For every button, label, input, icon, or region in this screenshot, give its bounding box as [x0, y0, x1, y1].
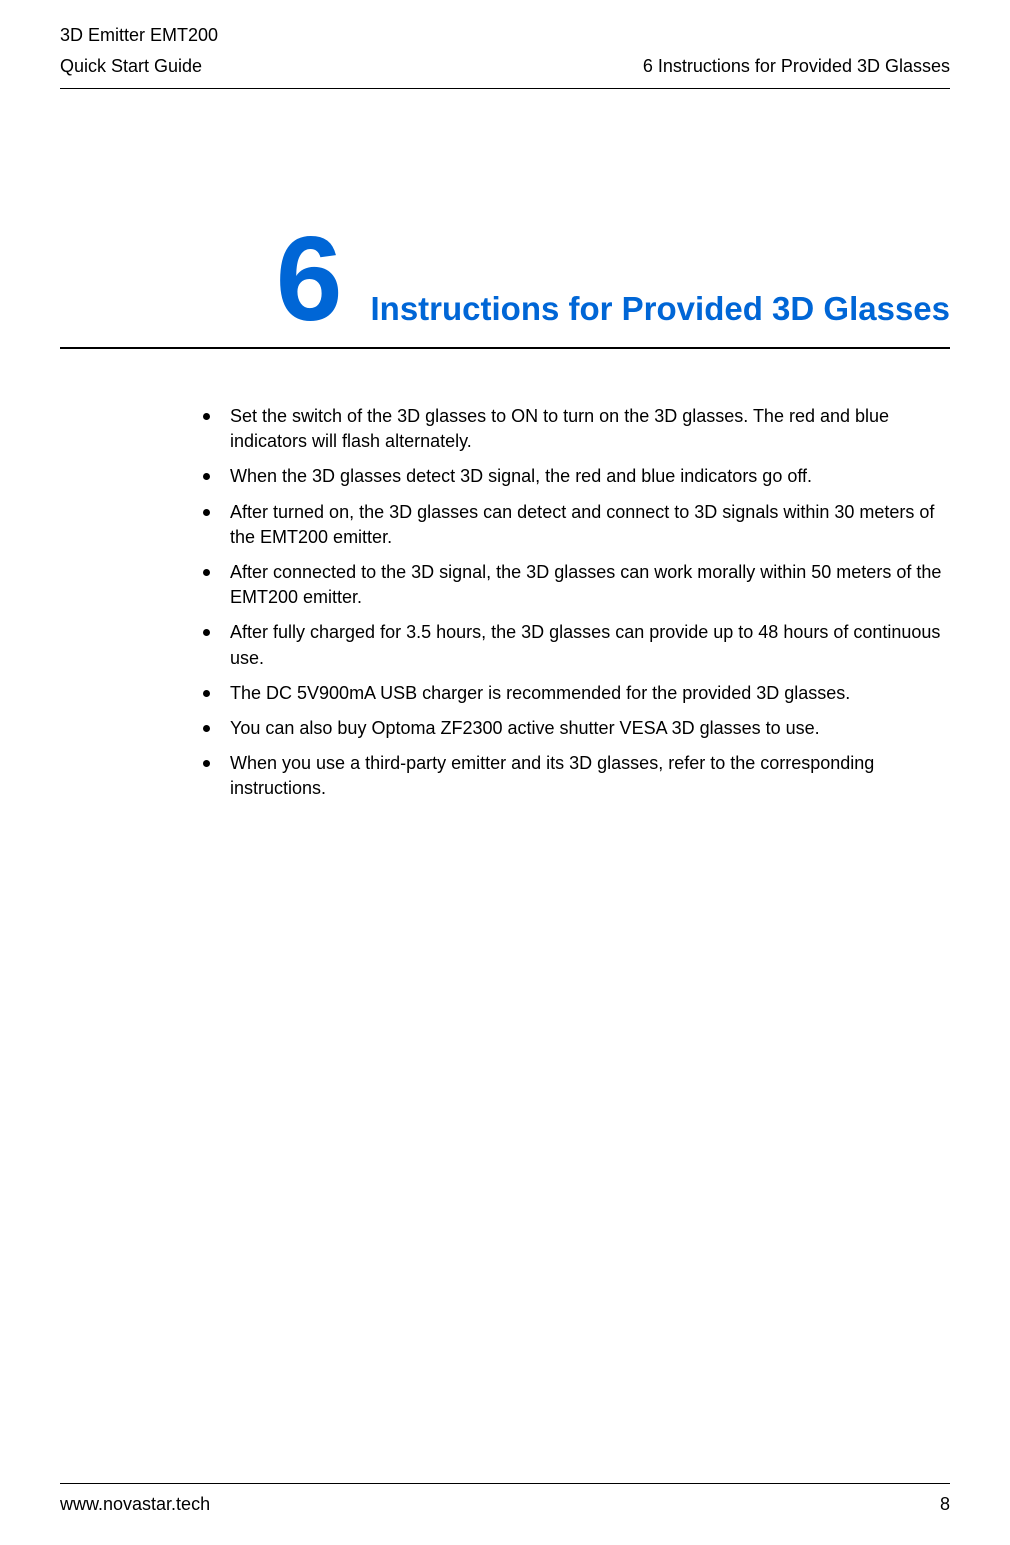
list-item: After turned on, the 3D glasses can dete… [195, 500, 950, 550]
header-doc-type: Quick Start Guide [60, 53, 218, 80]
footer-page-number: 8 [940, 1494, 950, 1515]
list-item: When the 3D glasses detect 3D signal, th… [195, 464, 950, 489]
list-item: The DC 5V900mA USB charger is recommende… [195, 681, 950, 706]
list-item: After connected to the 3D signal, the 3D… [195, 560, 950, 610]
list-item: You can also buy Optoma ZF2300 active sh… [195, 716, 950, 741]
chapter-title: Instructions for Provided 3D Glasses [371, 289, 951, 329]
list-item: When you use a third-party emitter and i… [195, 751, 950, 801]
main-content: 6 Instructions for Provided 3D Glasses S… [60, 89, 950, 1483]
header-left: 3D Emitter EMT200 Quick Start Guide [60, 22, 218, 80]
chapter-heading: 6 Instructions for Provided 3D Glasses [60, 219, 950, 349]
page-footer: www.novastar.tech 8 [60, 1483, 950, 1515]
page-container: 3D Emitter EMT200 Quick Start Guide 6 In… [0, 0, 1010, 1545]
header-product: 3D Emitter EMT200 [60, 22, 218, 49]
header-section-ref: 6 Instructions for Provided 3D Glasses [643, 53, 950, 80]
instruction-list: Set the switch of the 3D glasses to ON t… [195, 404, 950, 801]
footer-url: www.novastar.tech [60, 1494, 210, 1515]
list-item: Set the switch of the 3D glasses to ON t… [195, 404, 950, 454]
chapter-number: 6 [276, 219, 343, 339]
list-item: After fully charged for 3.5 hours, the 3… [195, 620, 950, 670]
page-header: 3D Emitter EMT200 Quick Start Guide 6 In… [60, 22, 950, 89]
